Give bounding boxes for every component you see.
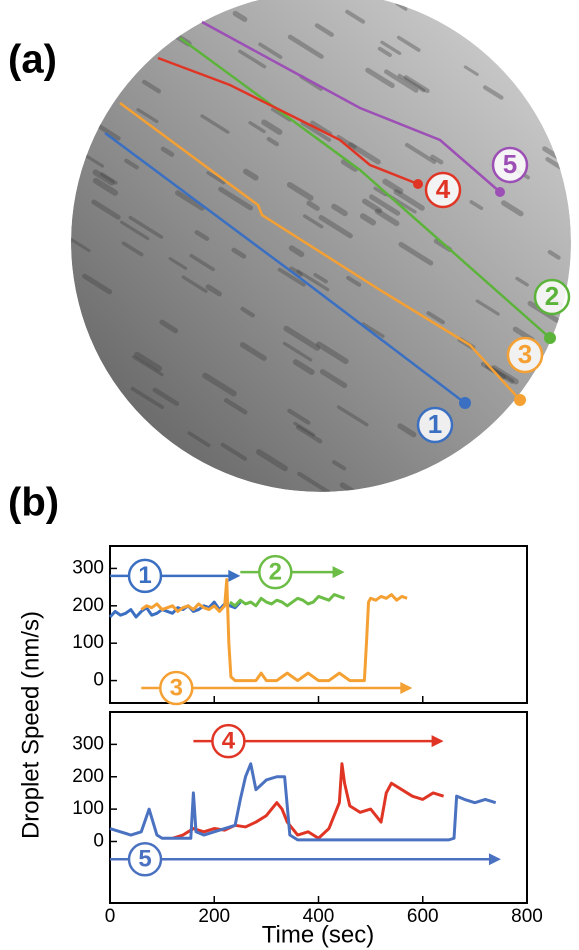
y-tick-label: 300	[72, 557, 104, 578]
panel-label: (b)	[8, 481, 59, 525]
arrow-head	[489, 853, 501, 865]
legend-label: 3	[170, 674, 183, 701]
y-tick-label: 200	[72, 595, 104, 616]
texture	[109, 432, 119, 438]
arrow-head	[400, 682, 412, 694]
x-tick-label: 400	[303, 906, 335, 927]
texture	[203, 469, 211, 474]
micrograph-background	[71, 0, 571, 492]
texture	[154, 1, 182, 19]
texture	[155, 483, 174, 495]
texture	[484, 482, 510, 498]
track-label: 2	[545, 281, 559, 311]
x-tick-label: 0	[105, 906, 116, 927]
texture	[111, 70, 123, 77]
arrow-head	[432, 735, 444, 747]
track-end	[544, 332, 556, 344]
series-line	[230, 595, 345, 606]
x-tick-label: 200	[198, 906, 230, 927]
texture	[533, 422, 559, 438]
texture	[190, 465, 204, 474]
figure: (a) (b) 12345 Droplet Speed (nm/s) Time …	[0, 0, 579, 950]
texture	[553, 391, 579, 410]
micrograph	[70, 0, 579, 500]
texture	[154, 18, 164, 24]
series-line	[110, 764, 496, 840]
track-label: 3	[518, 339, 532, 369]
series-line	[173, 764, 444, 838]
x-tick-label: 800	[511, 906, 543, 927]
texture	[92, 386, 124, 406]
track-end	[495, 187, 505, 197]
y-tick-label: 200	[72, 766, 104, 787]
texture	[105, 79, 115, 85]
x-tick-label: 600	[407, 906, 439, 927]
y-axis-label: Droplet Speed (nm/s)	[17, 611, 44, 839]
arrow-head	[228, 570, 240, 582]
track-label: 1	[428, 409, 442, 439]
texture	[422, 7, 433, 14]
y-tick-label: 100	[72, 798, 104, 819]
legend-label: 2	[269, 559, 282, 586]
y-tick-label: 300	[72, 733, 104, 754]
legend-label: 5	[138, 846, 151, 873]
panel-label: (a)	[8, 38, 57, 82]
track-end	[459, 397, 471, 409]
arrow-head	[333, 566, 345, 578]
track-end	[514, 394, 526, 406]
y-tick-label: 0	[93, 670, 104, 691]
texture	[82, 76, 107, 92]
legend-label: 1	[138, 562, 151, 589]
texture	[545, 1, 561, 11]
legend-label: 4	[222, 727, 236, 754]
track-end	[413, 179, 423, 189]
texture	[490, 467, 508, 478]
page: (a) (b) 12345 Droplet Speed (nm/s) Time …	[0, 0, 579, 950]
track-label: 5	[503, 149, 517, 179]
texture	[137, 6, 163, 22]
texture	[554, 438, 567, 446]
track-label: 4	[436, 174, 451, 204]
y-tick-label: 0	[93, 831, 104, 852]
y-tick-label: 100	[72, 632, 104, 653]
series-line	[141, 580, 407, 681]
texture	[513, 465, 530, 476]
texture	[217, 489, 225, 494]
texture	[72, 479, 95, 493]
texture	[77, 120, 88, 127]
